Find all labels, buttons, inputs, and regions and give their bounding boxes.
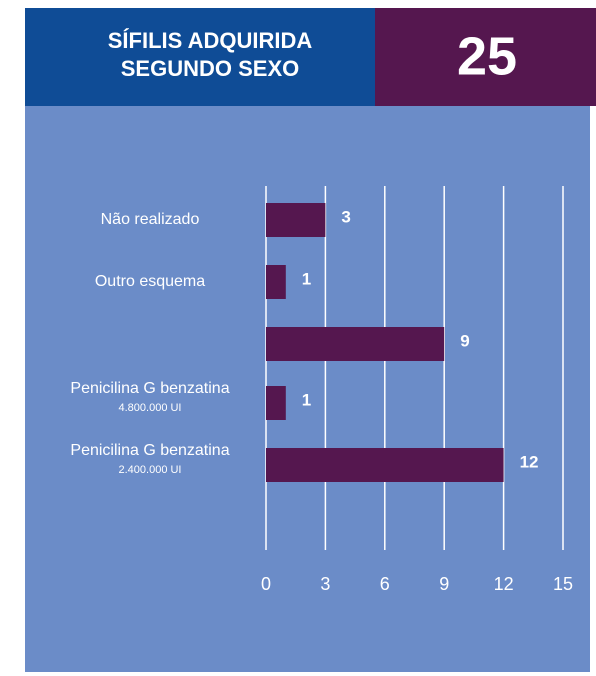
x-tick-label: 9 bbox=[439, 574, 449, 594]
x-tick-label: 6 bbox=[380, 574, 390, 594]
x-tick-label: 12 bbox=[494, 574, 514, 594]
category-note: 2.400.000 UI bbox=[119, 464, 182, 476]
bar bbox=[266, 386, 286, 420]
chart-panel bbox=[25, 106, 590, 672]
category-label: Outro esquema bbox=[95, 273, 205, 290]
title-line: SÍFILIS ADQUIRIDA bbox=[108, 28, 313, 53]
category-label: Não realizado bbox=[101, 211, 200, 228]
category-label: Penicilina G benzatina bbox=[70, 380, 229, 397]
value-label: 3 bbox=[341, 207, 350, 226]
bar bbox=[266, 327, 445, 361]
value-label: 12 bbox=[520, 452, 539, 471]
value-label: 1 bbox=[302, 390, 311, 409]
x-tick-label: 0 bbox=[261, 574, 271, 594]
value-label: 9 bbox=[460, 331, 469, 350]
bar bbox=[266, 203, 326, 237]
category-note: 4.800.000 UI bbox=[119, 402, 182, 414]
bar bbox=[266, 265, 286, 299]
value-label: 1 bbox=[302, 269, 311, 288]
badge-number: 25 bbox=[457, 26, 517, 86]
x-tick-label: 3 bbox=[320, 574, 330, 594]
title-panel bbox=[25, 8, 375, 106]
x-tick-label: 15 bbox=[553, 574, 573, 594]
title-line: SEGUNDO SEXO bbox=[121, 56, 299, 81]
bar bbox=[266, 448, 504, 482]
badge-panel bbox=[375, 8, 596, 106]
category-label: Penicilina G benzatina bbox=[70, 442, 229, 459]
